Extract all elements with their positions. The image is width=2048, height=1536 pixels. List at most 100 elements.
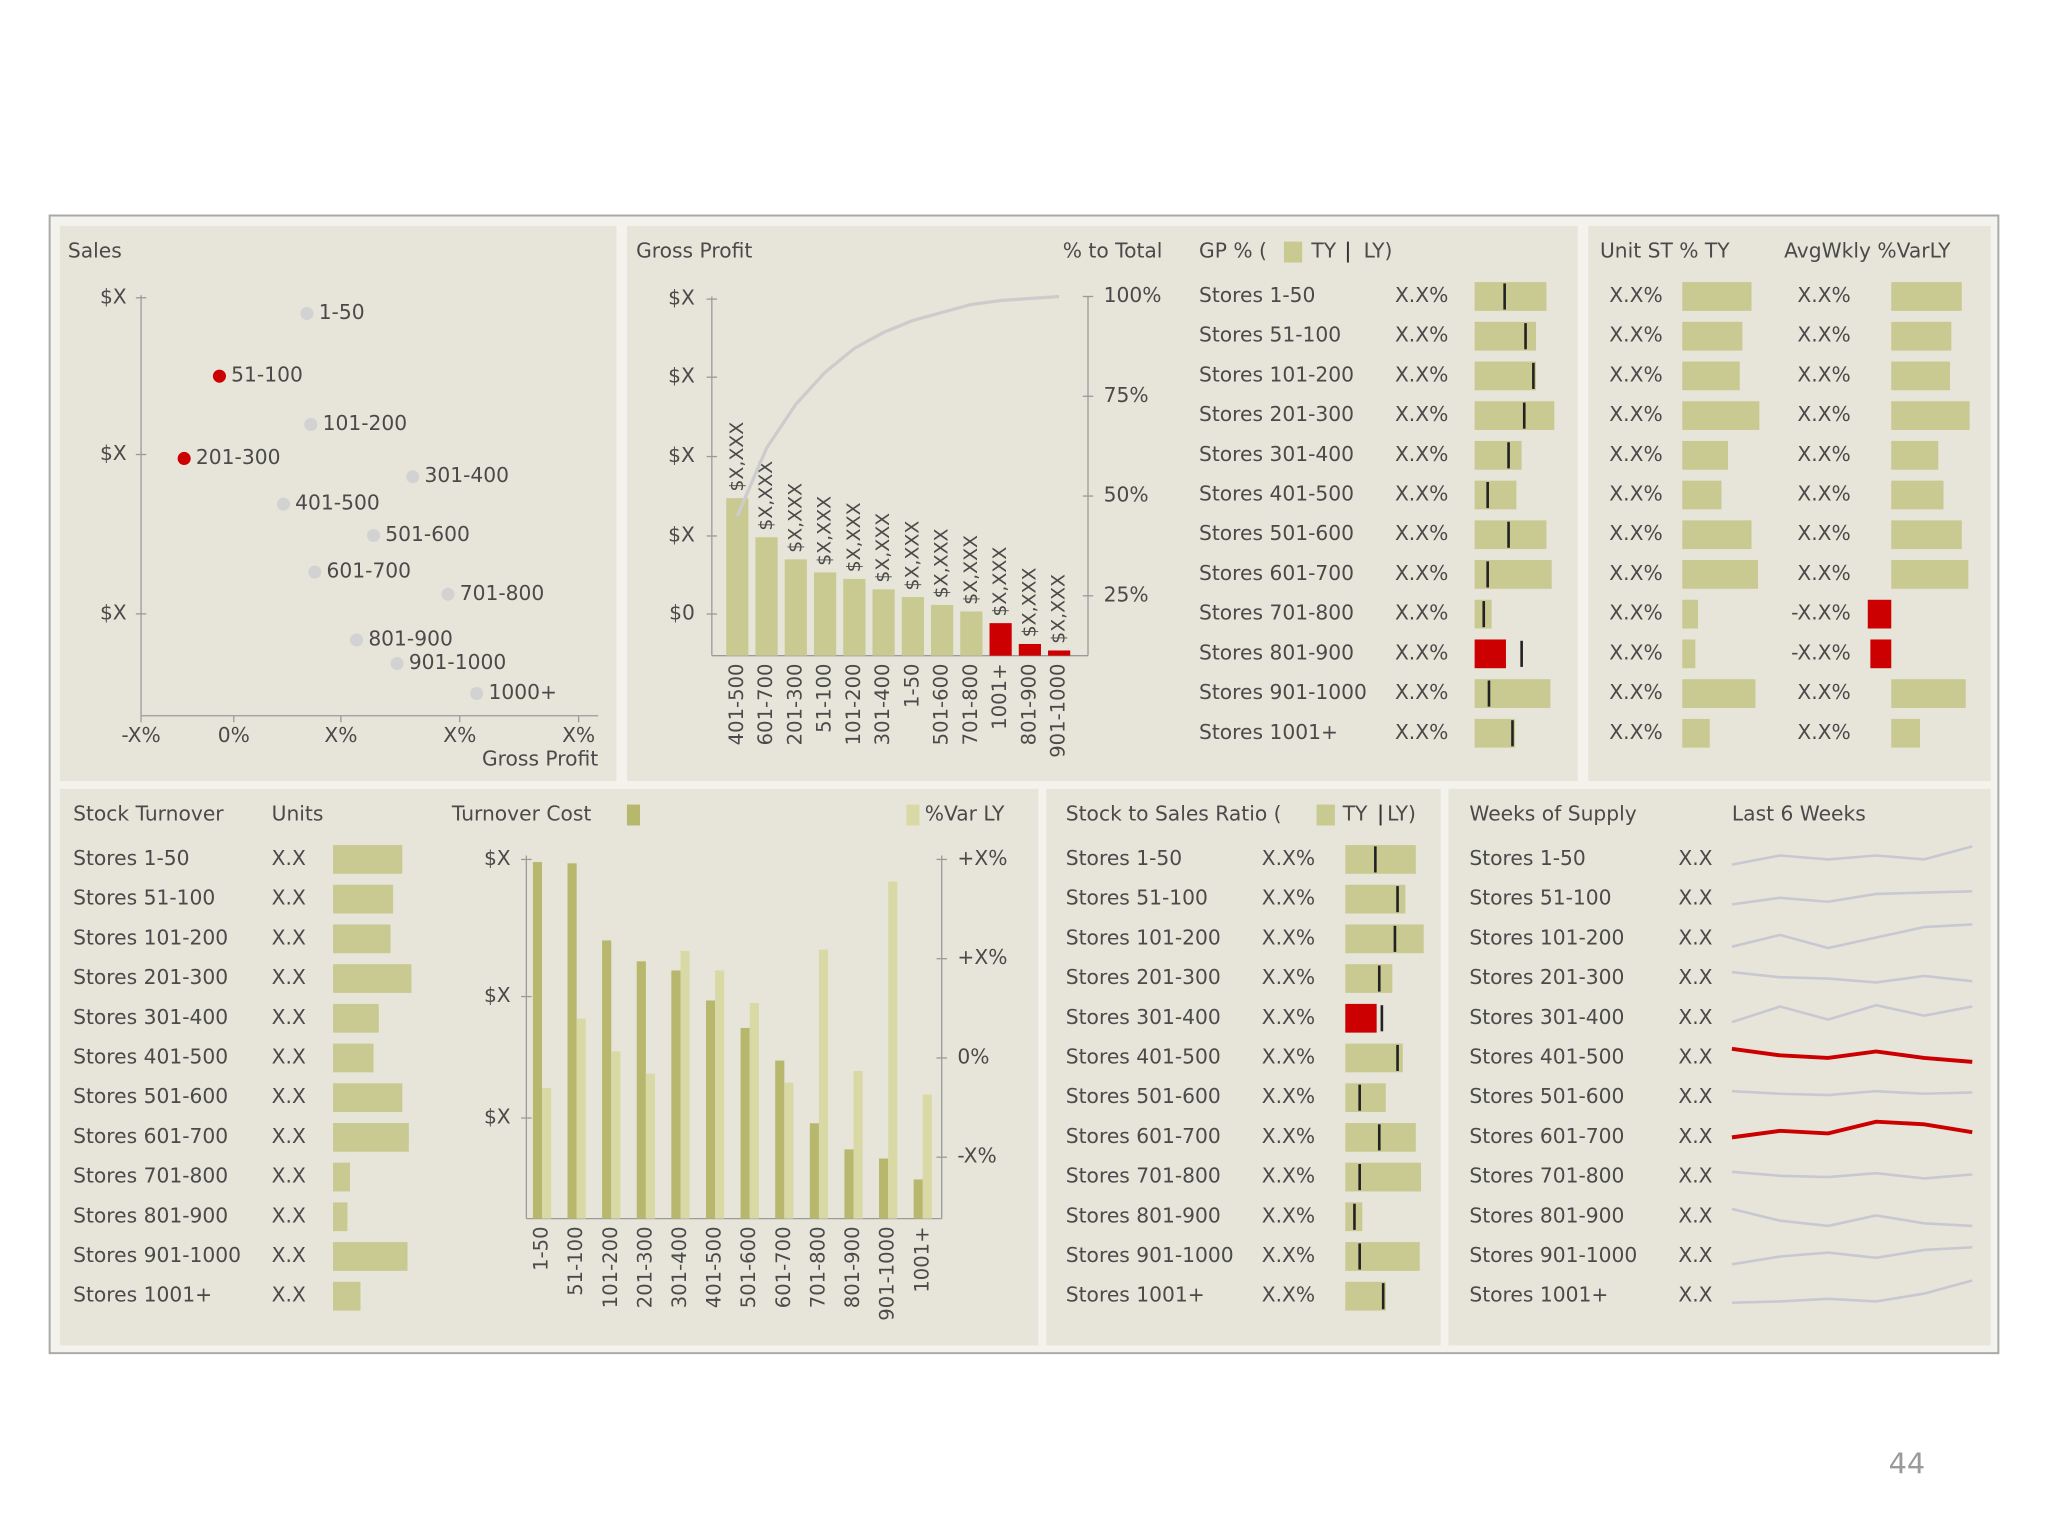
row-value: X.X% [1609,442,1662,466]
bar [671,970,681,1219]
x-tick-label: 301-400 [668,1226,691,1308]
row-label: Stores 701-800 [1066,1164,1221,1188]
ty-bar [1345,1281,1386,1311]
y2-tick-label: 25% [1104,582,1149,606]
bar [1870,639,1892,669]
x-tick-label: 401-500 [703,1226,726,1308]
row-value: X.X [1678,1283,1712,1307]
bar [1048,650,1071,656]
row-label: Stores 301-400 [1469,1005,1624,1029]
legend-swatch [1316,804,1335,826]
x-tick-label: 801-900 [841,1226,864,1308]
row-value: X.X% [1797,362,1850,386]
ty-bar [1345,1083,1386,1113]
bar [960,611,983,656]
row-value: X.X% [1797,680,1850,704]
bar [567,863,577,1219]
bar [740,1027,750,1219]
ty-bar [1345,1162,1422,1192]
bar-value-label: $X,XXX [931,528,953,598]
bar [1891,679,1966,708]
bar-value-label: $X,XXX [843,502,865,572]
ty-bar [1345,1242,1420,1271]
bar [784,559,807,656]
legend-label: LY) [1387,802,1416,826]
row-value: X.X% [1395,680,1448,704]
bar [1891,718,1920,748]
x-tick-label: 201-300 [633,1226,656,1308]
bar [1682,401,1760,430]
bar-value-label: $X,XXX [814,496,836,566]
bar [1891,282,1962,311]
y-tick-label: $X [668,364,695,388]
bar [333,1202,348,1232]
bar [333,924,391,954]
point [308,565,322,579]
row-label: Stores 801-900 [1199,640,1354,664]
x-tick-label: X% [324,723,357,747]
row-value: X.X [1678,1005,1712,1029]
point-label: 51-100 [231,363,303,387]
bar [1682,480,1722,510]
ty-bar [1474,440,1522,470]
row-label: Stores 601-700 [1066,1124,1221,1148]
row-value: X.X [1678,1044,1712,1068]
bar [1891,361,1951,391]
bar [1867,599,1892,629]
row-value: X.X% [1262,925,1315,949]
row-label: Stores 901-1000 [1199,680,1367,704]
bar [333,884,394,914]
y-tick-label: $X [484,983,511,1007]
y-tick-label: $X [668,522,695,546]
x-tick-label: 201-300 [783,664,806,746]
y-tick-label: $X [668,286,695,310]
row-value: X.X% [1609,521,1662,545]
row-value: X.X% [1609,323,1662,347]
point-label: 601-700 [327,559,412,583]
row-label: Stores 51-100 [1199,323,1341,347]
sparkline [1731,1279,1973,1305]
point [304,417,318,432]
column-title: Unit ST % TY [1600,239,1730,263]
bar [989,623,1012,656]
chart-title: Sales [68,239,122,263]
x-tick-label: 801-900 [1017,664,1040,746]
x-tick-label: 701-800 [959,664,982,746]
row-label: Stores 501-600 [1066,1084,1221,1108]
row-value: X.X [1678,925,1712,949]
point-label: 301-400 [424,463,509,487]
bar [542,1088,552,1219]
row-label: Stores 701-800 [1199,601,1354,625]
x-tick-label: 1-50 [530,1226,553,1270]
row-value: X.X% [1609,720,1662,744]
row-value: X.X% [1262,1243,1315,1267]
legend-label: Turnover Cost [451,802,592,826]
legend-swatch [906,804,920,826]
bar [775,1060,785,1219]
column-title: AvgWkly %VarLY [1784,239,1951,263]
table-title: Stock to Sales Ratio ( [1066,802,1282,826]
row-value: X.X [1678,965,1712,989]
table-title: Weeks of Supply [1469,802,1636,826]
row-label: Stores 101-200 [1066,925,1221,949]
bar-value-label: $X,XXX [872,513,894,583]
x-tick-label: -X% [121,723,160,747]
row-value: X.X [272,1203,306,1227]
x-tick-label: 601-700 [754,664,777,746]
bar [853,1071,863,1219]
point [300,306,314,320]
row-label: Stores 401-500 [1066,1044,1221,1068]
row-value: X.X% [1262,1124,1315,1148]
bar [901,597,924,656]
bar-value-label: $X,XXX [755,461,777,531]
row-label: Stores 901-1000 [1469,1243,1637,1267]
row-label: Stores 51-100 [1469,886,1611,910]
ty-bar [1474,282,1547,311]
ty-bar [1474,639,1506,669]
x-tick-label: 101-200 [599,1226,622,1308]
row-value: X.X% [1262,886,1315,910]
row-value: X.X% [1797,561,1850,585]
sparkline [1731,970,1973,984]
bar-value-label: $X,XXX [989,547,1011,617]
row-value: X.X% [1395,601,1448,625]
